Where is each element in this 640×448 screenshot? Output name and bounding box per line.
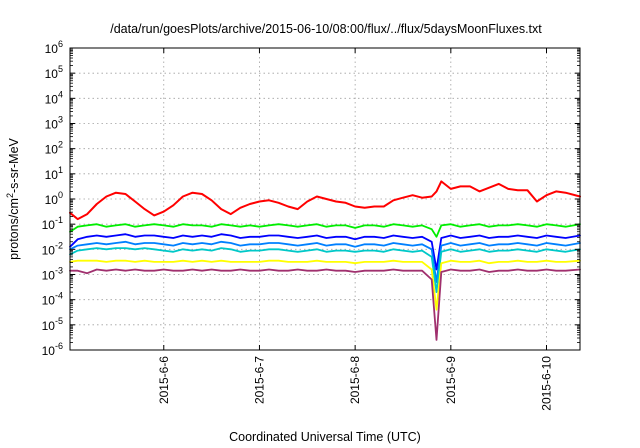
y-tick-exp: -3 [55, 266, 63, 276]
series-line-6 [69, 259, 581, 311]
x-tick-label: 2015-6-9 [444, 356, 458, 404]
y-tick-label: 101 [45, 165, 63, 182]
series-line-7 [69, 268, 581, 341]
x-tick-label: 2015-6-7 [252, 356, 266, 404]
y-tick-exp: -1 [55, 215, 63, 225]
y-tick-base: 10 [42, 218, 56, 232]
y-tick-exp: -6 [55, 341, 63, 351]
x-tick-label: 2015-6-8 [348, 356, 362, 404]
y-tick-base: 10 [42, 344, 56, 358]
y-axis-label-base: protons/cm [7, 198, 21, 260]
y-tick-base: 10 [42, 269, 56, 283]
y-tick-base: 10 [45, 193, 59, 207]
y-tick-base: 10 [45, 168, 59, 182]
chart-title: /data/run/goesPlots/archive/2015-06-10/0… [110, 22, 542, 36]
y-tick-base: 10 [42, 243, 56, 257]
y-tick-exp: 6 [58, 39, 63, 49]
y-axis-label-rest: -s-sr-MeV [7, 137, 21, 193]
y-tick-exp: -2 [55, 240, 63, 250]
y-tick-exp: -5 [55, 316, 63, 326]
y-tick-exp: 1 [58, 165, 63, 175]
x-tick-label: 2015-6-10 [540, 356, 554, 411]
y-tick-label: 10-2 [42, 240, 63, 257]
y-tick-label: 10-5 [42, 316, 63, 333]
series-line-4 [69, 240, 581, 284]
y-tick-label: 105 [45, 64, 63, 81]
y-tick-base: 10 [42, 319, 56, 333]
y-axis-label-sup: 2 [5, 193, 15, 198]
y-tick-label: 10-3 [42, 266, 63, 283]
x-axis-label: Coordinated Universal Time (UTC) [229, 430, 421, 444]
series-line-3 [69, 233, 581, 271]
y-tick-base: 10 [45, 67, 59, 81]
x-tick-label: 2015-6-6 [157, 356, 171, 404]
y-tick-label: 102 [45, 140, 63, 157]
y-axis-label: protons/cm2-s-sr-MeV [5, 137, 21, 259]
y-tick-label: 10-1 [42, 215, 63, 232]
y-tick-label: 103 [45, 115, 63, 132]
y-tick-exp: 3 [58, 115, 63, 125]
y-tick-base: 10 [45, 42, 59, 56]
series-layer [69, 180, 581, 341]
y-tick-label: 10-6 [42, 341, 63, 358]
y-tick-base: 10 [45, 118, 59, 132]
x-ticks: 2015-6-6 2015-6-7 2015-6-8 2015-6-9 2015-6-1… [157, 48, 554, 411]
series-line-1 [69, 180, 581, 221]
y-tick-exp: 2 [58, 140, 63, 150]
series-line-5 [69, 247, 581, 294]
y-tick-base: 10 [42, 294, 56, 308]
y-tick-exp: 5 [58, 64, 63, 74]
y-tick-label: 104 [45, 89, 63, 106]
y-tick-exp: -4 [55, 291, 63, 301]
series-line-2 [69, 223, 581, 238]
y-ticks: 10610510410310210110010-110-210-310-410-… [42, 39, 580, 358]
y-tick-label: 100 [45, 190, 63, 207]
y-tick-base: 10 [45, 92, 59, 106]
y-tick-exp: 4 [58, 89, 63, 99]
y-tick-exp: 0 [58, 190, 63, 200]
y-tick-base: 10 [45, 143, 59, 157]
y-tick-label: 10-4 [42, 291, 63, 308]
grid [70, 48, 580, 350]
y-tick-label: 106 [45, 39, 63, 56]
